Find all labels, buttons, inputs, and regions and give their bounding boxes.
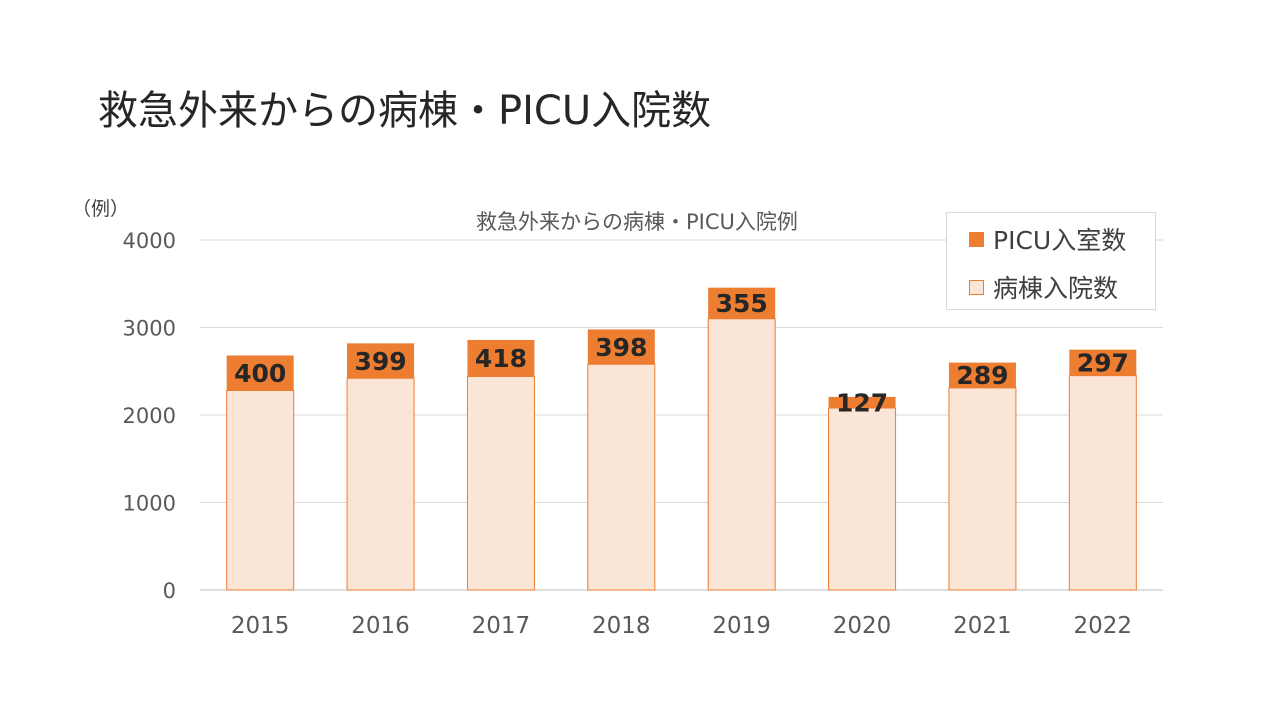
bar-picu-2015: [226, 355, 294, 391]
bar-ward-2022: [1068, 375, 1137, 591]
x-tick-label-2018: 2018: [592, 613, 651, 639]
bar-ward-2017: [466, 376, 535, 591]
data-label-picu-2020: 127: [836, 388, 888, 417]
bar-picu-2016: [347, 343, 415, 379]
y-tick-label: 3000: [123, 317, 176, 341]
legend-label-picu: PICU入室数: [993, 226, 1127, 255]
x-tick-label-2019: 2019: [712, 613, 771, 639]
bar-ward-2021: [948, 387, 1017, 591]
bar-picu-2021: [948, 362, 1016, 388]
x-tick-label-2017: 2017: [472, 613, 531, 639]
y-axis-unit-label: （例）: [72, 198, 130, 220]
y-tick-label: 0: [163, 579, 176, 603]
bar-ward-2015: [226, 390, 295, 591]
data-label-picu-2022: 297: [1077, 349, 1129, 378]
bar-ward-2018: [587, 363, 656, 591]
bar-picu-2022: [1069, 349, 1137, 376]
data-label-picu-2018: 398: [595, 333, 647, 362]
labels: 0 1000 2000 3000 4000 400 2015 399 2016 418 2017 39…: [123, 229, 1133, 639]
legend-item-picu: PICU入室数: [969, 221, 1126, 257]
bars: [226, 287, 1137, 591]
bar-ward-2019: [707, 318, 776, 591]
bar-picu-2018: [587, 329, 655, 365]
legend-swatch-ward: [969, 279, 984, 295]
data-label-picu-2017: 418: [475, 344, 527, 373]
legend-swatch-picu: [969, 231, 984, 247]
data-label-picu-2019: 355: [716, 289, 768, 318]
bar-ward-2016: [346, 377, 415, 591]
x-tick-label-2015: 2015: [231, 613, 290, 639]
bar-picu-2017: [467, 339, 535, 377]
x-tick-label-2020: 2020: [833, 613, 892, 639]
legend-item-ward: 病棟入院数: [969, 269, 1118, 305]
bar-ward-2020: [828, 407, 897, 591]
y-tick-label: 2000: [123, 404, 176, 428]
bar-picu-2019: [708, 287, 776, 319]
legend-label-ward: 病棟入院数: [993, 274, 1119, 303]
data-label-picu-2016: 399: [354, 347, 406, 376]
x-tick-label-2016: 2016: [351, 613, 410, 639]
x-tick-label-2022: 2022: [1074, 613, 1133, 639]
legend: PICU入室数 病棟入院数: [946, 212, 1156, 310]
slide-title: 救急外来からの病棟・PICU入院数: [98, 88, 712, 134]
x-tick-label-2021: 2021: [953, 613, 1012, 639]
chart-title: 救急外来からの病棟・PICU入院例: [470, 206, 804, 236]
data-label-picu-2021: 289: [956, 361, 1008, 390]
y-tick-label: 4000: [123, 229, 176, 253]
data-label-picu-2015: 400: [234, 359, 286, 388]
bar-picu-2020: [828, 396, 896, 408]
y-tick-label: 1000: [123, 492, 176, 516]
